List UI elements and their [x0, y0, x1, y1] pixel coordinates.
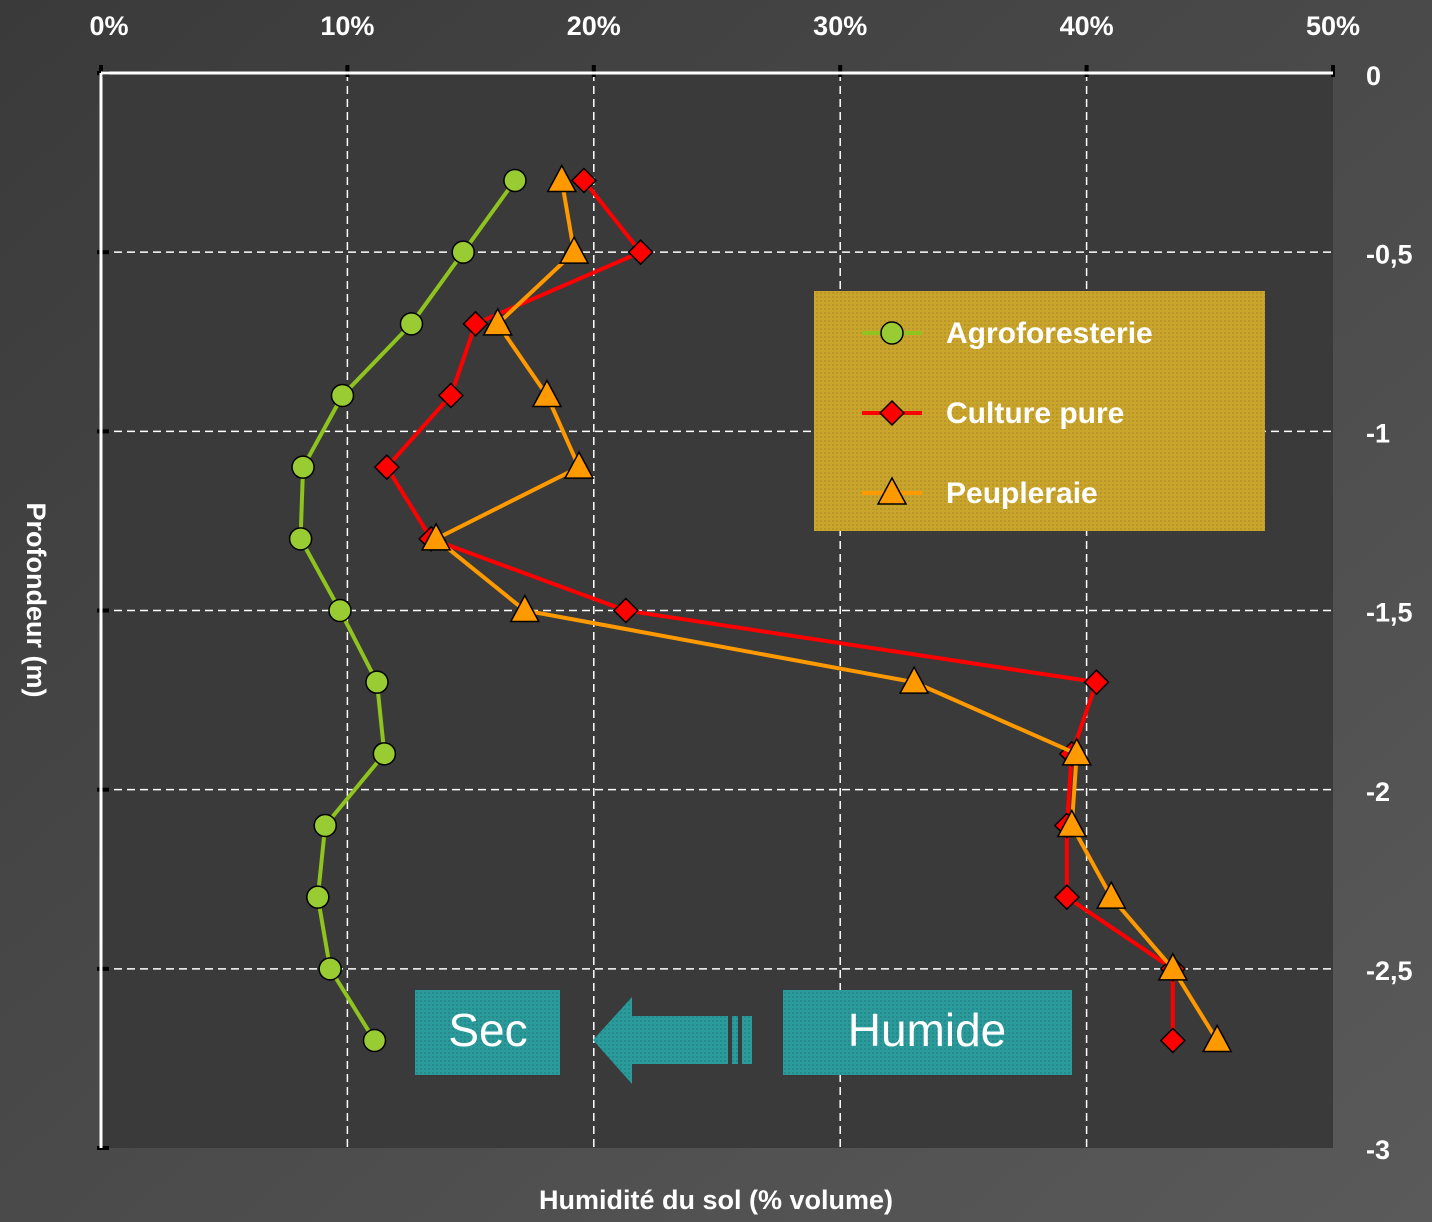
marker: [1095, 880, 1127, 909]
marker: [509, 593, 541, 623]
x-axis-label: Humidité du sol (% volume): [539, 1185, 893, 1215]
marker: [365, 670, 389, 694]
marker: [1053, 884, 1080, 911]
y-tick-label: -2: [1366, 777, 1390, 807]
marker: [482, 307, 513, 336]
annotation-box: [415, 990, 560, 1075]
marker: [503, 168, 527, 193]
x-tick-label: 0%: [89, 11, 128, 41]
marker: [531, 378, 563, 408]
marker: [451, 240, 475, 264]
marker: [876, 476, 908, 505]
annotation: Sec: [448, 1004, 527, 1056]
marker: [612, 597, 639, 624]
marker: [399, 312, 424, 336]
marker: [546, 163, 578, 193]
marker: [558, 235, 590, 264]
marker: [1201, 1023, 1233, 1053]
y-tick-label: 0: [1366, 61, 1381, 91]
y-tick-label: -1: [1366, 418, 1390, 448]
marker: [313, 813, 337, 838]
marker: [437, 382, 464, 409]
marker: [563, 450, 595, 479]
legend-label: Peupleraie: [946, 477, 1098, 510]
marker: [1061, 737, 1092, 766]
x-tick-label: 40%: [1060, 11, 1114, 41]
marker: [1056, 808, 1088, 838]
marker: [462, 310, 489, 337]
arrow: [593, 997, 728, 1084]
arrow-bar: [742, 1016, 752, 1064]
marker: [288, 527, 313, 551]
marker: [372, 742, 397, 766]
marker: [306, 885, 330, 909]
y-tick-label: -1,5: [1366, 598, 1413, 628]
marker: [878, 399, 906, 427]
x-tick-label: 10%: [320, 11, 374, 41]
marker: [373, 454, 400, 481]
annotation-box: [783, 990, 1072, 1075]
marker: [328, 598, 352, 623]
y-tick-label: -3: [1366, 1135, 1390, 1165]
x-tick-label: 50%: [1306, 11, 1360, 41]
marker: [1083, 669, 1110, 696]
marker: [1159, 1027, 1186, 1054]
legend-label: Culture pure: [946, 397, 1124, 430]
marker: [898, 665, 930, 694]
legend-label: Agroforesterie: [946, 317, 1153, 350]
y-axis-label: Profondeur (m): [21, 503, 51, 698]
annotation: Humide: [848, 1004, 1007, 1056]
marker: [318, 957, 342, 981]
marker: [330, 383, 355, 408]
marker: [880, 321, 904, 345]
marker: [291, 455, 315, 479]
x-tick-label: 20%: [567, 11, 621, 41]
marker: [420, 522, 452, 551]
y-tick-label: -0,5: [1366, 239, 1413, 269]
marker: [570, 167, 598, 194]
y-tick-label: -2,5: [1366, 956, 1413, 986]
arrow-bar: [732, 1016, 738, 1064]
x-tick-label: 30%: [813, 11, 867, 41]
marker: [362, 1028, 387, 1053]
marker: [627, 239, 654, 266]
marker: [1157, 952, 1189, 981]
